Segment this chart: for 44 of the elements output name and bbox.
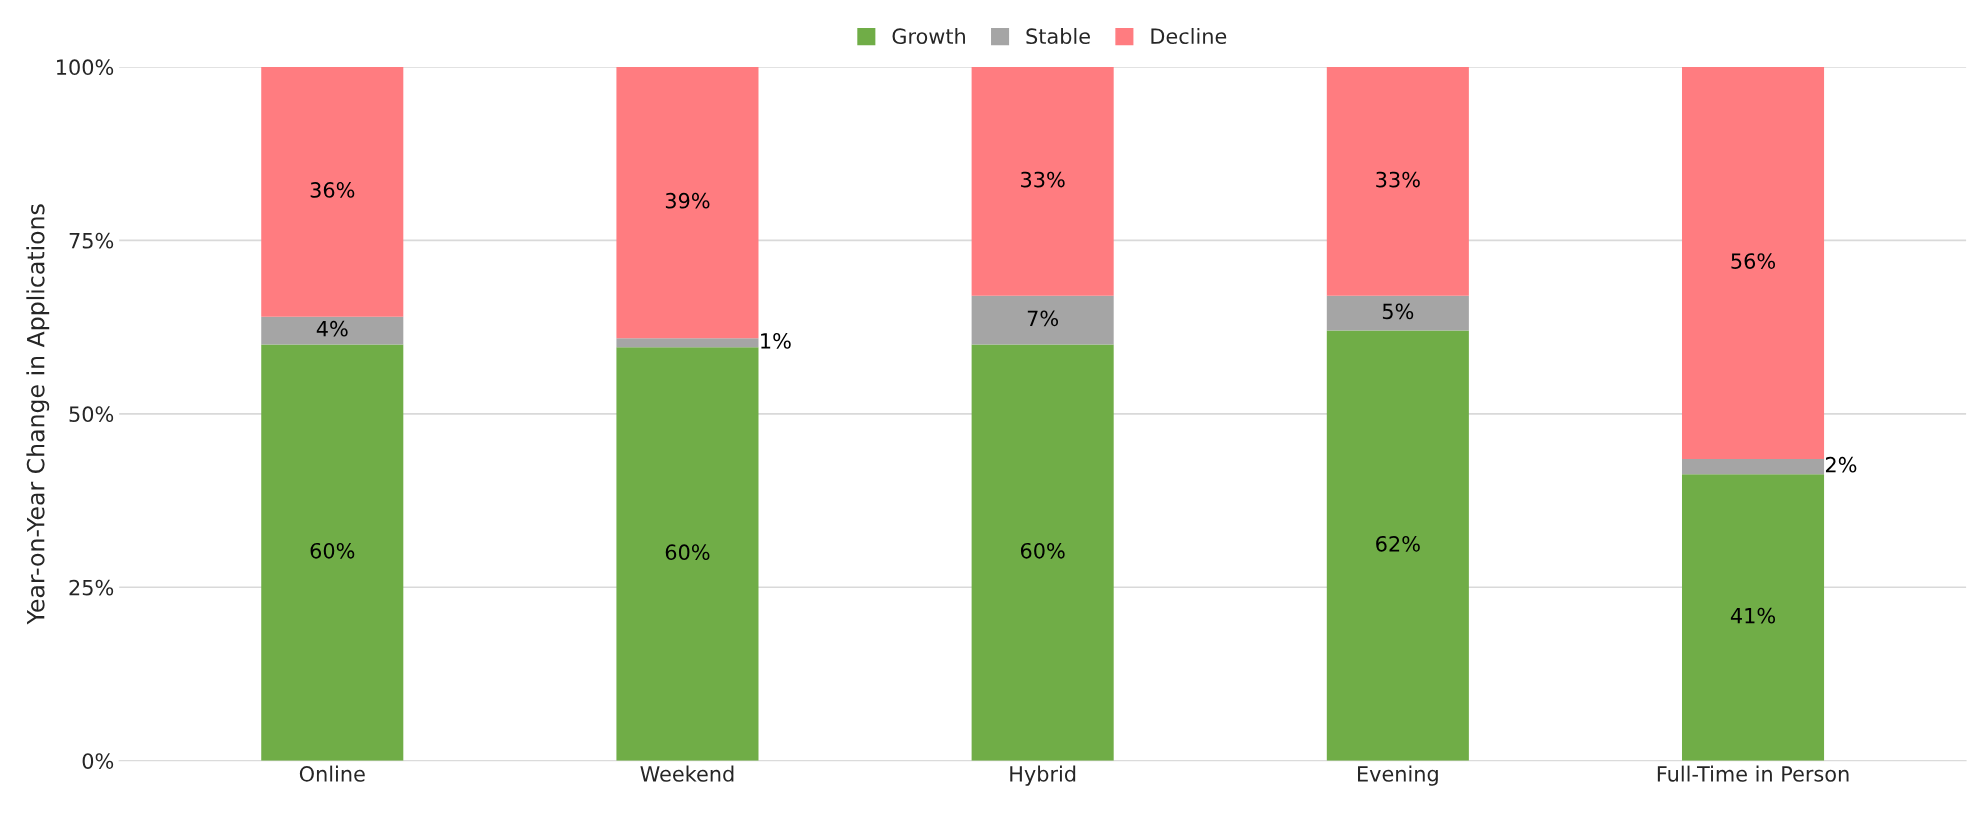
data-label: 60% (665, 544, 710, 561)
bar (971, 66, 1114, 296)
bar (1681, 474, 1825, 761)
bar (261, 316, 404, 345)
bar (1681, 66, 1825, 459)
bar (261, 344, 404, 761)
data-label: 60% (1020, 542, 1065, 559)
data-label: 62% (1376, 535, 1420, 552)
y-axis-title: Year-on-Year Change in Applications (26, 204, 50, 625)
bar (616, 338, 759, 348)
bar (971, 295, 1114, 345)
data-label: 7% (1027, 310, 1059, 327)
y-tick-label: 50% (69, 406, 114, 423)
y-tick-label: 100% (57, 59, 114, 76)
legend-label: Stable (1026, 27, 1090, 45)
data-label: 2% (1825, 456, 1857, 473)
y-tick-label: 75% (69, 232, 114, 249)
x-tick-label: Full-Time in Person (1657, 765, 1849, 782)
x-tick-label: Hybrid (1010, 765, 1076, 786)
bar (1326, 295, 1469, 331)
data-label: 5% (1382, 303, 1414, 320)
legend-label: Decline (1151, 27, 1227, 45)
data-label: 39% (665, 192, 710, 209)
bar (1326, 66, 1469, 296)
x-tick-label: Evening (1358, 765, 1438, 786)
y-tick-label: 25% (69, 579, 114, 596)
data-label: 33% (1376, 171, 1420, 188)
x-tick-label: Weekend (640, 765, 734, 782)
data-label: 41% (1730, 607, 1776, 624)
y-tick-label: 0% (82, 753, 114, 769)
bar (261, 66, 404, 317)
x-tick-label: Online (299, 765, 365, 782)
bar (616, 66, 759, 339)
bar (971, 344, 1114, 761)
data-label: 1% (761, 332, 791, 349)
bar (616, 347, 759, 761)
data-label: 4% (316, 320, 348, 337)
data-label: 56% (1731, 253, 1776, 269)
data-label: 60% (310, 542, 355, 559)
data-label: 33% (1021, 171, 1065, 188)
data-label: 36% (310, 182, 355, 198)
bar (1326, 330, 1469, 761)
bar (1681, 458, 1825, 475)
legend-label: Growth (892, 27, 965, 45)
